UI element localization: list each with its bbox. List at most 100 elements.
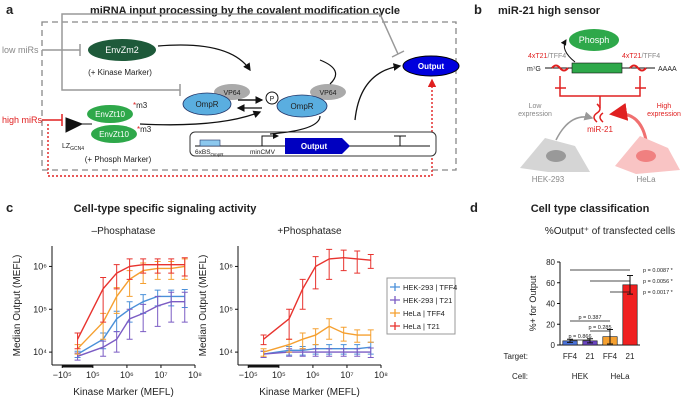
error-bar: [181, 257, 188, 277]
lz-sub: GCN4: [70, 146, 84, 152]
vp64: [310, 84, 346, 100]
target-site: [551, 64, 647, 72]
arrow: [609, 102, 648, 141]
y-tick-label: 10⁵: [219, 304, 233, 314]
error-bar: [607, 328, 613, 345]
error-bar: [126, 308, 133, 340]
series-line: [77, 295, 185, 355]
series-line: [77, 265, 185, 350]
site-label: 4xT21/TFF4: [622, 53, 660, 60]
error-bar: [260, 334, 267, 346]
arrow: [555, 111, 594, 141]
error-bar: [326, 318, 333, 340]
cap: m⁷G: [527, 66, 541, 73]
legend-label: HEK-293 | T21: [403, 296, 452, 305]
error-bar: [312, 256, 319, 290]
error-bar: [354, 348, 361, 357]
error-bar: [74, 332, 81, 350]
group-title: Cell:: [512, 372, 528, 381]
y-tick-label: 10⁵: [33, 304, 47, 314]
repression-line: [555, 76, 646, 108]
x-tick-label: 10⁸: [188, 370, 202, 380]
legend-swatch: [390, 322, 400, 330]
error-bar: [326, 348, 333, 357]
y-tick-label: 80: [546, 258, 555, 267]
panel-title: miR-21 high sensor: [498, 5, 601, 17]
ompr-p: [276, 94, 328, 118]
x-tick-label: 10⁷: [340, 370, 353, 380]
x-tick-label: 10⁷: [154, 370, 167, 380]
legend-swatch: [390, 309, 400, 317]
x-tick-label: 21: [586, 352, 595, 361]
line: Low: [529, 103, 543, 110]
y-tick-label: 10⁶: [219, 261, 233, 271]
error-bar: [299, 332, 306, 350]
series-line: [76, 264, 185, 340]
high-mirs-label: high miRs: [2, 115, 43, 125]
error-bar: [354, 329, 361, 343]
x-tick-label: 10⁸: [374, 370, 388, 380]
error-bar: [113, 331, 120, 353]
terminator: [394, 135, 406, 146]
category-title: Target:: [504, 352, 528, 361]
m3: m3: [140, 125, 152, 134]
y-tick-label: 10⁶: [33, 261, 47, 271]
x-tick-label: −10⁵: [53, 370, 72, 380]
group-label: HeLa: [610, 372, 630, 381]
bs-label: 6xBSOmpR: [195, 149, 224, 157]
phosphate-label: P: [270, 96, 275, 103]
x-tick-label: 10⁵: [86, 370, 100, 380]
error-bar: [340, 326, 347, 342]
site: 4xT21: [622, 53, 642, 60]
vp64-label: VP64: [223, 90, 240, 97]
error-bar: [627, 274, 633, 295]
panel-letter: d: [470, 200, 478, 215]
error-bar: [354, 250, 361, 274]
repression-line: [42, 13, 405, 96]
alt: /TFF4: [641, 53, 660, 60]
arrow: [354, 63, 402, 121]
y-tick-label: 10⁴: [219, 347, 233, 357]
error-bar: [312, 348, 319, 357]
x-tick-label: 10⁵: [272, 370, 286, 380]
line: expression: [647, 111, 681, 118]
lz-gcn4: [65, 117, 92, 133]
m3: m3: [136, 101, 148, 110]
arrow: [269, 59, 337, 135]
legend-label: HEK-293 | TFF4: [403, 283, 457, 292]
error-bar: [312, 328, 319, 346]
x-tick-label: 10⁶: [306, 370, 320, 380]
error-bar: [181, 291, 188, 323]
x-tick-label: −10⁵: [239, 370, 258, 380]
y-tick-label: 0: [551, 341, 556, 350]
error-bar: [168, 291, 175, 323]
series-line: [77, 301, 185, 357]
p-value: p = 0.285: [588, 325, 611, 331]
error-bar: [100, 277, 107, 323]
error-bar: [367, 329, 374, 343]
alt: /TFF4: [547, 53, 566, 60]
repression-line: [42, 114, 63, 126]
promoter: [261, 133, 279, 146]
x-axis-label: Kinase Marker (MEFL): [259, 387, 360, 398]
p-value: p = 0.0087 *: [643, 268, 674, 274]
error-bar: [587, 338, 593, 344]
chart-title: –Phosphatase: [92, 226, 156, 237]
arrow: [139, 110, 262, 126]
error-bar: [286, 308, 293, 340]
error-bar: [299, 278, 306, 310]
legend-swatch: [390, 296, 400, 304]
y-tick-label: 10⁴: [33, 347, 47, 357]
activation-line: [47, 78, 437, 177]
envzt10: [91, 125, 137, 143]
ompr-label: OmpR: [290, 102, 313, 111]
high-expression: High expression: [647, 103, 681, 118]
envzt10-label: EnvZt10: [95, 110, 125, 119]
phosph: [569, 29, 619, 51]
vp64-label: VP64: [319, 90, 336, 97]
y-axis-label: Median Output (MEFL): [198, 255, 209, 357]
envzt10-label: EnvZt10: [99, 130, 129, 139]
error-bar: [326, 248, 333, 280]
low-expression: Low expression: [518, 103, 552, 118]
legend-label: HeLa | T21: [403, 322, 440, 331]
